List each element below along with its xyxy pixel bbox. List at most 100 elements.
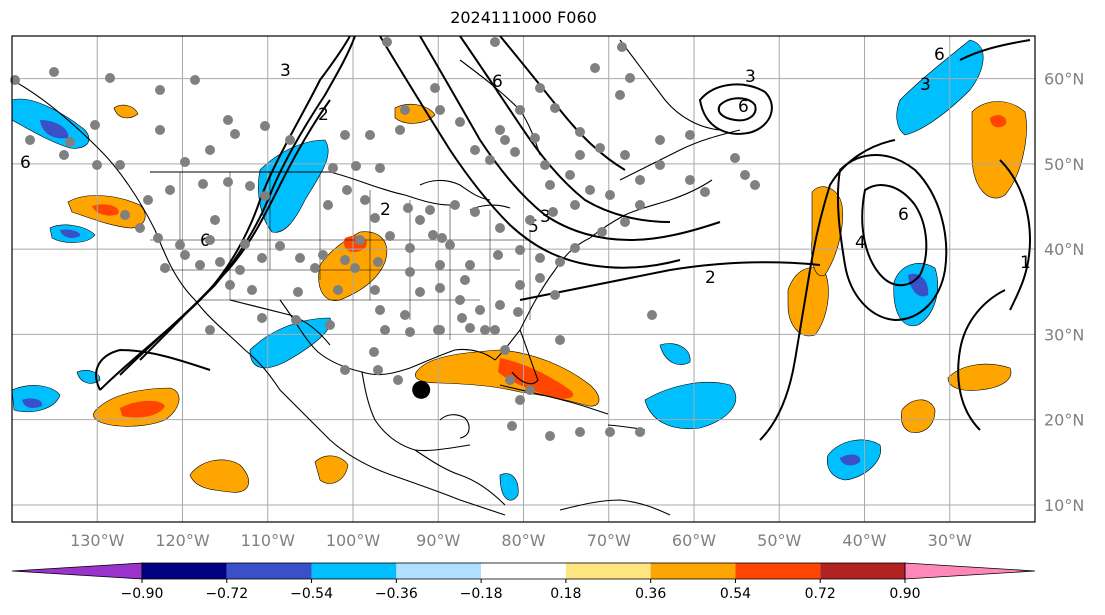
station-dot (257, 313, 267, 323)
station-dot (585, 185, 595, 195)
contour-label: 2 (318, 105, 329, 125)
station-dot (500, 345, 510, 355)
station-dot (328, 163, 338, 173)
station-dot (450, 200, 460, 210)
longitude-label: 90°W (416, 531, 460, 550)
us-east-coast (519, 237, 591, 331)
station-dot (525, 215, 535, 225)
contour-label: 2 (380, 200, 391, 220)
longitude-label: 130°W (70, 531, 125, 550)
station-dot (570, 243, 580, 253)
negative-anomaly-nw-coast-core (40, 120, 69, 139)
contour-label: 6 (898, 205, 909, 225)
station-dot (351, 161, 361, 171)
colorbar-segment (565, 563, 651, 579)
new-england (589, 179, 713, 239)
station-dot (310, 263, 320, 273)
mexico-east-coast (361, 371, 471, 452)
station-dot (190, 75, 200, 85)
negative-anomaly-pac-sw-core (22, 398, 43, 408)
station-dot (340, 365, 350, 375)
station-dot (285, 135, 295, 145)
station-dot (555, 335, 565, 345)
latitude-labels: 10°N 20°N 30°N 40°N 50°N 60°N (1044, 70, 1084, 515)
station-dot (625, 73, 635, 83)
station-dot (615, 90, 625, 100)
labrador (619, 39, 721, 131)
station-dot (205, 235, 215, 245)
station-dot (247, 285, 257, 295)
station-dot (380, 325, 390, 335)
negative-anomaly-wpac-core (60, 229, 81, 238)
colorbar-segment (650, 563, 736, 579)
station-dot (685, 130, 695, 140)
latitude-label: 40°N (1044, 240, 1084, 259)
station-dot (590, 63, 600, 73)
us-mexico-border (229, 299, 331, 346)
negative-anomaly-carib (644, 382, 737, 430)
station-dot (25, 135, 35, 145)
contour-label: 3 (745, 67, 756, 87)
station-dot (575, 150, 585, 160)
station-dot (510, 147, 520, 157)
station-dot (540, 160, 550, 170)
station-dot (198, 179, 208, 189)
colorbar-segment (396, 563, 482, 579)
station-dot (393, 375, 403, 385)
station-dot (293, 287, 303, 297)
colorbar-segment (820, 563, 905, 579)
positive-anomaly-mexico (189, 459, 249, 493)
station-dot (175, 240, 185, 250)
station-dot (405, 243, 415, 253)
station-dot (545, 431, 555, 441)
station-dot (370, 285, 380, 295)
station-dot (370, 213, 380, 223)
station-dot (548, 207, 558, 217)
negative-anomaly-carib-2 (659, 343, 691, 365)
colorbar-tick-label: −0.18 (460, 586, 503, 602)
station-dot (435, 283, 445, 293)
station-dot (655, 160, 665, 170)
negative-anomaly-atl-east (893, 263, 938, 327)
negative-anomaly-rockies (258, 139, 329, 233)
great-lakes (419, 179, 511, 211)
contour-north-high-inner (717, 97, 757, 122)
station-dot (223, 177, 233, 187)
station-dot (480, 325, 490, 335)
station-dot (515, 245, 525, 255)
station-dot (403, 203, 413, 213)
contour-far-east (959, 39, 1031, 61)
station-dot (373, 365, 383, 375)
station-dot (437, 233, 447, 243)
station-dot (605, 427, 615, 437)
station-dot (617, 42, 627, 52)
station-dot (415, 215, 425, 225)
station-dot (515, 395, 525, 405)
station-dot (230, 129, 240, 139)
station-dot (485, 155, 495, 165)
station-dots (10, 37, 760, 441)
contour-lines (95, 36, 1032, 441)
positive-anomaly-pacific-core (120, 400, 165, 418)
station-dot (180, 157, 190, 167)
longitude-label: 50°W (757, 531, 801, 550)
station-dot (700, 187, 710, 197)
station-dot (433, 325, 443, 335)
station-dot (325, 320, 335, 330)
station-dot (291, 315, 301, 325)
colorbar-tick-label: 0.18 (550, 586, 581, 602)
contour-label: 6 (738, 97, 749, 117)
station-dot (495, 300, 505, 310)
station-dot (635, 427, 645, 437)
contour-central-atl (519, 261, 821, 301)
station-dot (535, 83, 545, 93)
station-dot (405, 327, 415, 337)
longitude-label: 80°W (501, 531, 545, 550)
station-dot (375, 305, 385, 315)
station-dot (750, 180, 760, 190)
colorbar-extend-low (11, 562, 143, 580)
gulf-coast (279, 299, 496, 376)
positive-anomaly-east (971, 101, 1027, 199)
station-dot (635, 175, 645, 185)
